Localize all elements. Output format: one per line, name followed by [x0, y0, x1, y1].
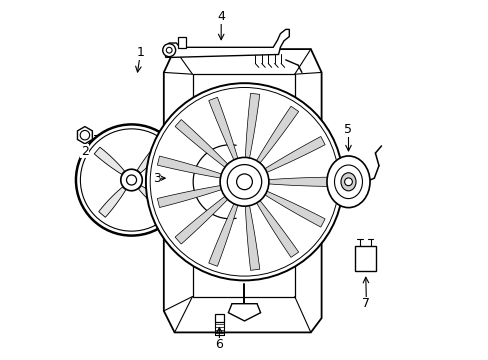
Text: 7: 7	[362, 297, 370, 310]
Polygon shape	[99, 187, 125, 217]
Circle shape	[121, 169, 142, 191]
Polygon shape	[256, 200, 298, 257]
Polygon shape	[157, 156, 222, 178]
Bar	[214, 315, 224, 321]
Text: 5: 5	[344, 123, 352, 136]
Text: 2: 2	[81, 145, 89, 158]
Polygon shape	[157, 185, 222, 207]
Polygon shape	[208, 97, 238, 161]
Text: 1: 1	[136, 46, 144, 59]
Polygon shape	[175, 120, 228, 168]
Polygon shape	[165, 30, 289, 57]
Ellipse shape	[334, 165, 362, 199]
Circle shape	[80, 130, 89, 140]
Bar	[178, 37, 185, 48]
Circle shape	[227, 165, 261, 199]
Polygon shape	[245, 204, 259, 270]
Circle shape	[126, 175, 136, 185]
Bar	[354, 246, 375, 271]
Circle shape	[236, 174, 252, 190]
Circle shape	[76, 125, 187, 235]
Polygon shape	[163, 49, 321, 332]
Polygon shape	[192, 74, 294, 297]
Polygon shape	[138, 186, 168, 213]
Circle shape	[145, 83, 343, 280]
Polygon shape	[264, 136, 325, 173]
Polygon shape	[208, 203, 238, 266]
Polygon shape	[245, 93, 259, 159]
Polygon shape	[264, 191, 325, 227]
Circle shape	[150, 87, 338, 276]
Text: 6: 6	[215, 338, 223, 351]
Text: 4: 4	[217, 10, 224, 23]
Polygon shape	[94, 147, 124, 174]
Circle shape	[166, 47, 172, 53]
Polygon shape	[228, 304, 260, 321]
Polygon shape	[267, 177, 332, 186]
Polygon shape	[77, 127, 92, 144]
Text: 3: 3	[152, 172, 160, 185]
Ellipse shape	[326, 156, 369, 208]
Polygon shape	[137, 143, 164, 173]
Ellipse shape	[340, 173, 355, 191]
Circle shape	[344, 178, 352, 186]
Circle shape	[80, 129, 183, 231]
Circle shape	[220, 157, 268, 206]
Polygon shape	[256, 106, 298, 164]
Polygon shape	[175, 196, 228, 244]
Circle shape	[163, 44, 175, 57]
